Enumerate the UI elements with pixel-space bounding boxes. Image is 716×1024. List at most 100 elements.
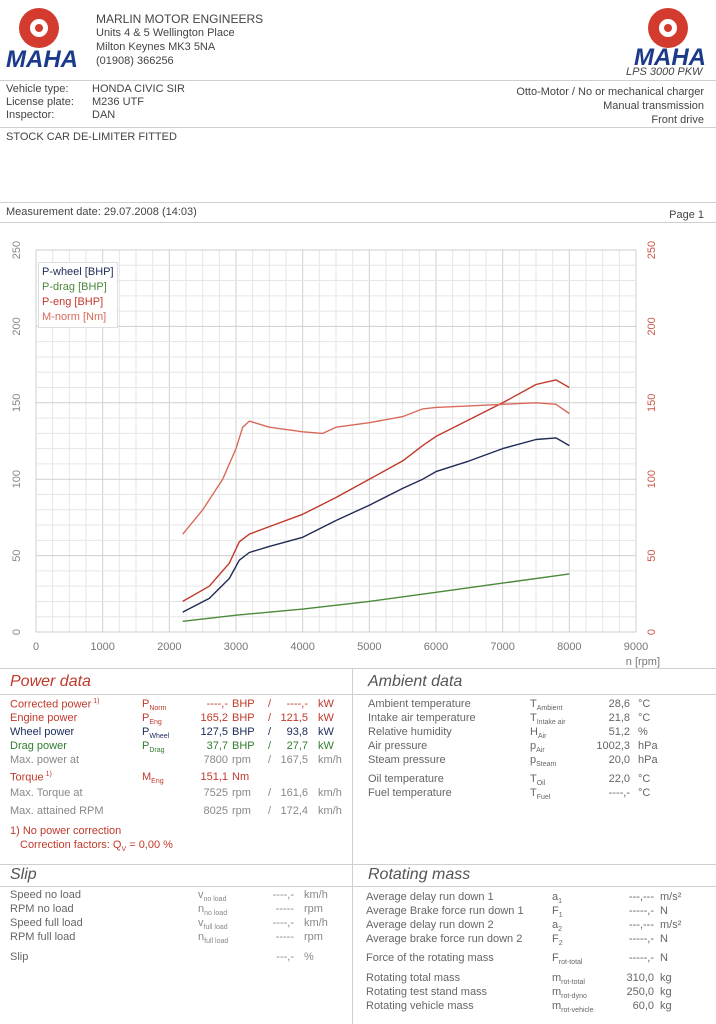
slip-row-symbol: nfull load	[198, 931, 229, 946]
vehicle-note: STOCK CAR DE-LIMITER FITTED	[6, 131, 177, 143]
power-row-value1: 165,2	[200, 712, 228, 724]
ambient-row-label: Steam pressure	[368, 754, 446, 766]
power-row-value2: 27,7	[286, 740, 308, 752]
slip-row-symbol: vfull load	[198, 917, 228, 932]
rot-row-symbol: F1	[552, 905, 563, 920]
torque-row-unit2: km/h	[318, 787, 342, 799]
x-tick-label: 6000	[424, 641, 448, 653]
rot-row-value: ---,---	[628, 891, 654, 903]
maha-logo-text: MAHA	[6, 46, 78, 73]
ambient-row-unit: %	[638, 726, 648, 738]
power-row-symbol: PDrag	[142, 740, 165, 755]
power-row-unit1: rpm	[232, 754, 251, 766]
power-row-sep: /	[268, 712, 272, 724]
ambient-row-value: 51,2	[608, 726, 630, 738]
x-tick-label: 4000	[290, 641, 314, 653]
ambient-row2-unit: °C	[638, 773, 651, 785]
vehicle-type-label: Vehicle type:	[6, 83, 69, 95]
transmission: Manual transmission	[603, 100, 704, 112]
y-tick-label-left: 150	[11, 394, 23, 412]
torque-row-symbol: MEng	[142, 771, 164, 786]
power-row-unit2: kW	[318, 740, 334, 752]
ambient-row-symbol: TIntake air	[530, 712, 566, 727]
ambient-row-unit: hPa	[638, 754, 658, 766]
ambient-row2-symbol: TOil	[530, 773, 546, 788]
rot-mass-row-value: 60,0	[632, 1000, 654, 1012]
engine-type: Otto-Motor / No or mechanical charger	[516, 86, 704, 98]
slip-row-label: RPM full load	[10, 931, 76, 943]
rot-row-label: Average delay run down 2	[366, 919, 494, 931]
power-row-value2: 121,5	[280, 712, 308, 724]
torque-row-label: Torque 1)	[10, 771, 52, 784]
power-row-unit2: kW	[318, 726, 334, 738]
ambient-row-value: 21,8	[608, 712, 630, 724]
power-row-value2: ----,-	[286, 698, 308, 710]
series-line-0	[182, 437, 570, 613]
power-row-sep: /	[268, 740, 272, 752]
rot-force-row-symbol: Frot-total	[552, 952, 583, 967]
torque-row-value2: 161,6	[280, 787, 308, 799]
drive-type: Front drive	[651, 114, 704, 126]
torque-row-sep: /	[268, 787, 272, 799]
footnote-no-correction: 1) No power correction	[10, 825, 122, 837]
rot-row-label: Average delay run down 1	[366, 891, 494, 903]
ambient-row-unit: °C	[638, 712, 651, 724]
company-address1: Units 4 & 5 Wellington Place	[96, 27, 235, 39]
torque-row-unit1: rpm	[232, 787, 251, 799]
inspector-label: Inspector:	[6, 109, 55, 121]
rot-mass-row-value: 250,0	[626, 986, 654, 998]
ambient-row-value: 28,6	[608, 698, 630, 710]
power-row-sep: /	[268, 754, 272, 766]
ambient-row-symbol: TAmbient	[530, 698, 563, 713]
chart-series	[182, 379, 570, 622]
slip-row-value: ----,-	[272, 889, 294, 901]
footnote-correction-factors: Correction factors: QV = 0,00 %	[20, 839, 173, 854]
slip-row-symbol: vno load	[198, 889, 227, 904]
power-row-unit2: kW	[318, 698, 334, 710]
slip-row-value: ----,-	[272, 917, 294, 929]
license-plate-label: License plate:	[6, 96, 74, 108]
ambient-row2-unit: °C	[638, 787, 651, 799]
power-row-value1: 7800	[203, 754, 228, 766]
slip-row-symbol: nno load	[198, 903, 228, 918]
ambient-row-value: 1002,3	[596, 740, 630, 752]
x-tick-label: 3000	[224, 641, 248, 653]
power-row-label: Max. power at	[10, 754, 80, 766]
y-tick-label-right: 0	[646, 629, 658, 635]
rot-mass-row-value: 310,0	[626, 972, 654, 984]
license-plate-value: M236 UTF	[92, 96, 144, 108]
x-axis-label: n [rpm]	[626, 656, 660, 668]
ambient-row-symbol: pSteam	[530, 754, 557, 769]
ambient-row-symbol: pAir	[530, 740, 545, 755]
page-number: Page 1	[669, 209, 704, 221]
torque-row-value1: 7525	[203, 787, 228, 799]
power-row-value1: 127,5	[200, 726, 228, 738]
rot-row-label: Average brake force run down 2	[366, 933, 523, 945]
power-row-symbol: PWheel	[142, 726, 170, 741]
slip-row-unit: km/h	[304, 889, 328, 901]
power-row-symbol: PEng	[142, 712, 162, 727]
torque-row-sep: /	[268, 805, 272, 817]
torque-row-unit1: Nm	[232, 771, 250, 783]
y-tick-label-right: 100	[646, 470, 658, 488]
rot-row-symbol: a1	[552, 891, 563, 906]
legend-item-p-eng: P-eng [BHP]	[42, 296, 104, 308]
rot-row-label: Average Brake force run down 1	[366, 905, 524, 917]
power-row-unit1: BHP	[232, 712, 255, 724]
power-row-label: Corrected power 1)	[10, 698, 100, 711]
maha-logo-emblem-right	[648, 8, 688, 48]
ambient-row-symbol: HAir	[530, 726, 547, 741]
y-tick-label-left: 0	[11, 629, 23, 635]
power-row-unit2: km/h	[318, 754, 342, 766]
rot-row-unit: N	[660, 905, 668, 917]
legend-item-m-norm: M-norm [Nm]	[42, 311, 107, 323]
maha-logo-right: MAHA	[628, 8, 708, 72]
power-row-label: Engine power	[10, 712, 78, 724]
maha-logo-text-right: MAHA	[634, 44, 706, 71]
ambient-data-title: Ambient data	[368, 673, 463, 690]
y-tick-label-left: 200	[11, 317, 23, 335]
rot-force-row-unit: N	[660, 952, 668, 964]
x-tick-label: 9000	[624, 641, 648, 653]
rot-row-symbol: F2	[552, 933, 563, 948]
